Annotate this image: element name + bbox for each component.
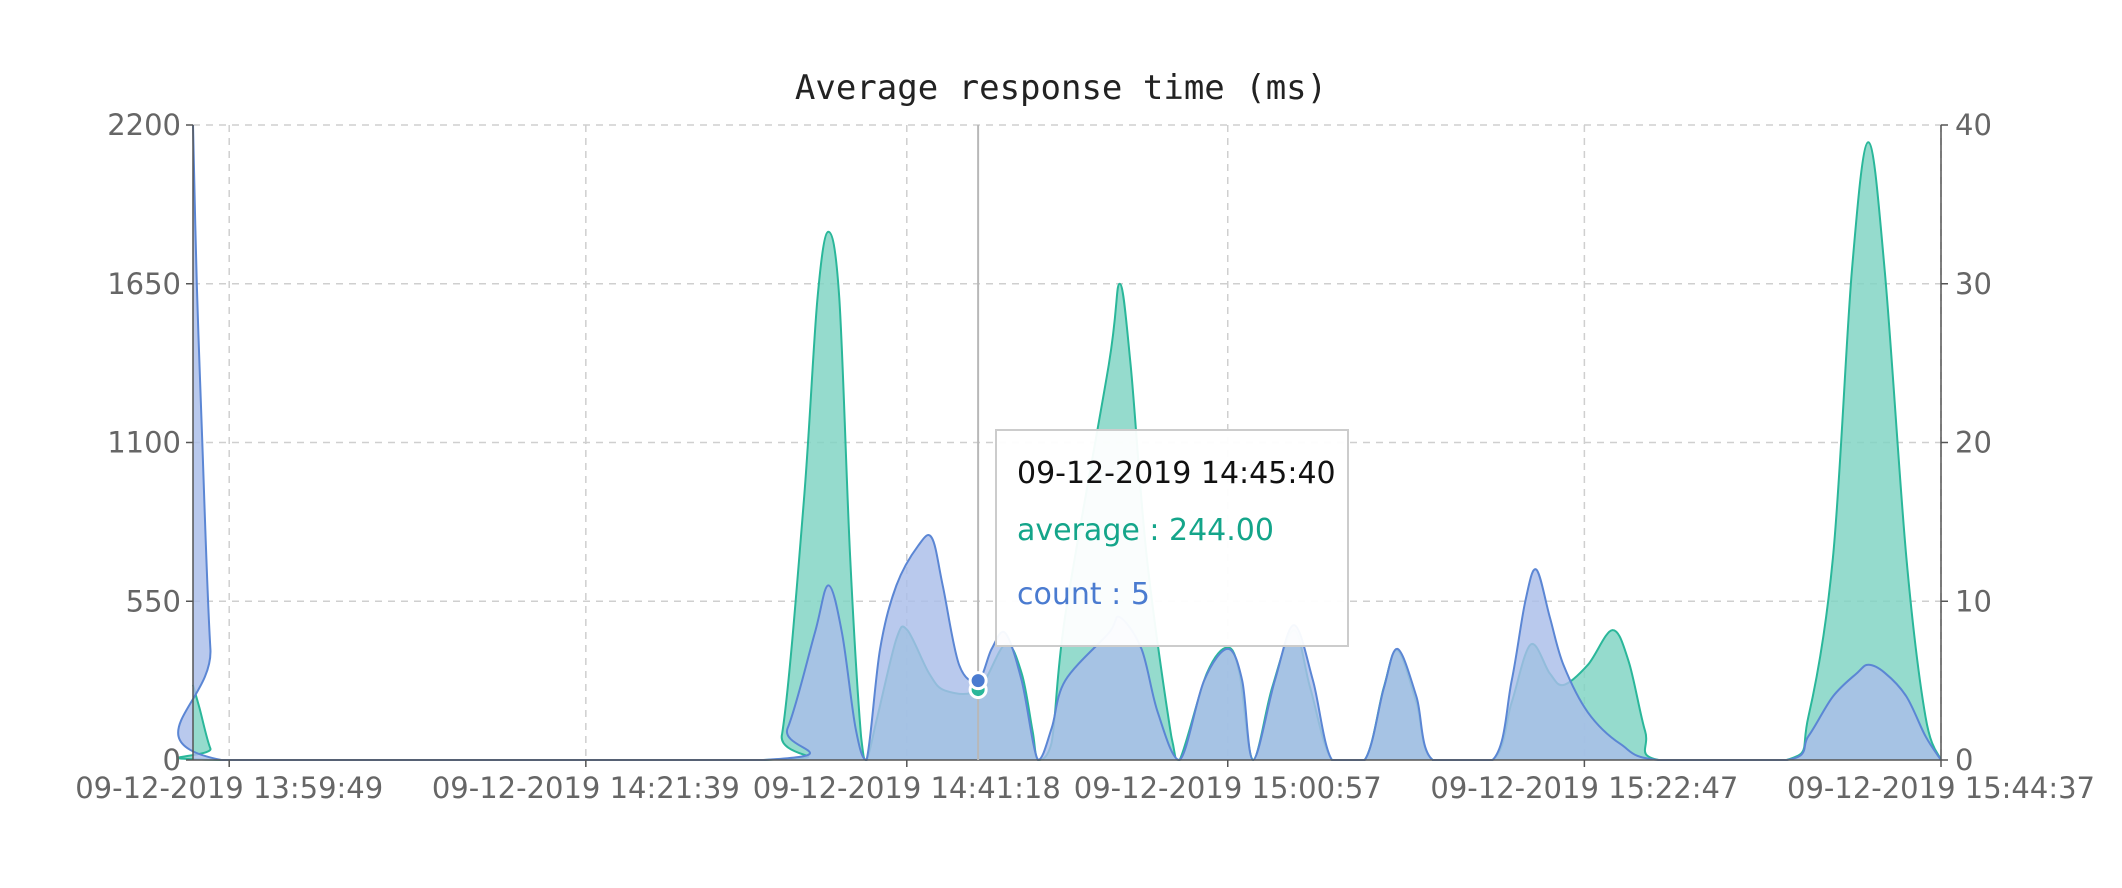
- y-left-tick-label: 550: [126, 584, 181, 618]
- tooltip-count: count : 5: [1017, 577, 1150, 612]
- tooltip: 09-12-2019 14:45:40 average : 244.00 cou…: [995, 429, 1349, 647]
- tooltip-time: 09-12-2019 14:45:40: [1017, 456, 1336, 491]
- y-right-tick-label: 20: [1955, 426, 1992, 460]
- hover-indicator: [968, 125, 988, 760]
- x-tick-label: 09-12-2019 15:44:37: [1787, 771, 2095, 805]
- y-right-tick-label: 30: [1955, 267, 1992, 301]
- y-left-tick-label: 1100: [107, 426, 181, 460]
- axes: 0 550 1100 1650 2200 0 10 20 30 40 09-12-2019 13:5…: [75, 108, 2095, 805]
- y-left-tick-label: 2200: [107, 108, 181, 142]
- x-tick-label: 09-12-2019 15:00:57: [1074, 771, 1382, 805]
- x-tick-label: 09-12-2019 13:59:49: [75, 771, 383, 805]
- y-left-tick-label: 0: [163, 743, 181, 777]
- x-tick-label: 09-12-2019 14:41:18: [753, 771, 1061, 805]
- x-tick-label: 09-12-2019 15:22:47: [1430, 771, 1738, 805]
- series-line-count: [177, 124, 1942, 762]
- y-right-tick-label: 0: [1955, 743, 1973, 777]
- hover-marker-count: [968, 671, 988, 691]
- y-right-tick-label: 10: [1955, 584, 1992, 618]
- y-right-tick-label: 40: [1955, 108, 1992, 142]
- x-tick-label: 09-12-2019 14:21:39: [432, 771, 740, 805]
- chart-title: Average response time (ms): [795, 68, 1327, 108]
- tooltip-average: average : 244.00: [1017, 513, 1274, 548]
- y-left-tick-label: 1650: [107, 267, 181, 301]
